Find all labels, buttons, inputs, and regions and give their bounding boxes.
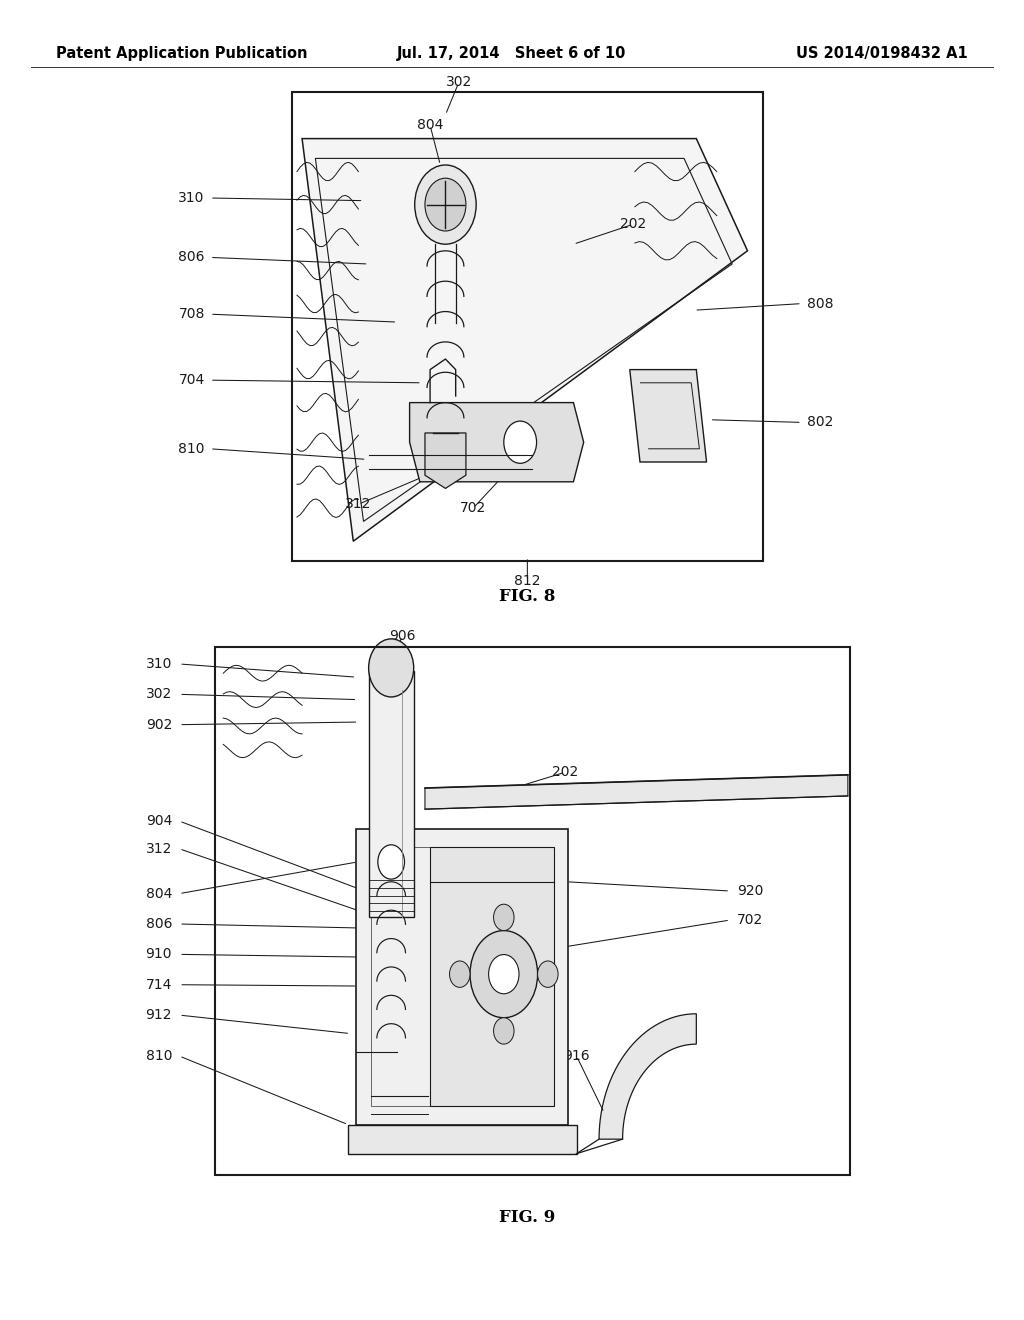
Circle shape: [425, 178, 466, 231]
Text: 804: 804: [145, 887, 172, 900]
Text: 202: 202: [552, 766, 579, 779]
Polygon shape: [410, 403, 584, 482]
Polygon shape: [356, 829, 568, 1125]
Polygon shape: [430, 847, 554, 1106]
Circle shape: [538, 961, 558, 987]
Text: 912: 912: [145, 1008, 172, 1022]
Text: Jul. 17, 2014   Sheet 6 of 10: Jul. 17, 2014 Sheet 6 of 10: [397, 46, 627, 61]
Text: 310: 310: [145, 657, 172, 671]
Text: 704: 704: [178, 374, 205, 387]
Text: 702: 702: [460, 502, 486, 515]
Text: 704: 704: [391, 1049, 418, 1063]
Circle shape: [488, 954, 519, 994]
Circle shape: [378, 845, 404, 879]
Circle shape: [494, 1018, 514, 1044]
Circle shape: [504, 421, 537, 463]
Text: 920: 920: [737, 884, 764, 898]
FancyBboxPatch shape: [369, 671, 414, 917]
Circle shape: [470, 931, 538, 1018]
Polygon shape: [425, 433, 466, 488]
Polygon shape: [302, 139, 748, 541]
Text: 302: 302: [445, 75, 472, 90]
Text: 302: 302: [145, 688, 172, 701]
Text: 916: 916: [563, 1049, 590, 1063]
Text: US 2014/0198432 A1: US 2014/0198432 A1: [796, 46, 968, 61]
Text: 202: 202: [620, 218, 646, 231]
Polygon shape: [599, 1014, 696, 1139]
Circle shape: [415, 165, 476, 244]
Text: 312: 312: [345, 498, 372, 511]
Text: 808: 808: [807, 297, 834, 310]
Text: 810: 810: [178, 442, 205, 455]
Circle shape: [450, 961, 470, 987]
Text: 812: 812: [514, 574, 541, 587]
Polygon shape: [425, 775, 848, 809]
Circle shape: [494, 904, 514, 931]
Text: 802: 802: [807, 416, 834, 429]
Polygon shape: [348, 1125, 577, 1154]
Text: 918: 918: [447, 1049, 474, 1063]
Text: Patent Application Publication: Patent Application Publication: [56, 46, 308, 61]
Circle shape: [369, 639, 414, 697]
Text: 310: 310: [178, 191, 205, 205]
Text: FIG. 8: FIG. 8: [499, 589, 556, 605]
Text: FIG. 9: FIG. 9: [500, 1209, 555, 1225]
Text: 902: 902: [145, 718, 172, 731]
Text: 806: 806: [145, 917, 172, 931]
Text: 804: 804: [417, 119, 443, 132]
Polygon shape: [630, 370, 707, 462]
Text: 904: 904: [145, 814, 172, 828]
Text: 708: 708: [178, 308, 205, 321]
Text: 914: 914: [506, 1049, 532, 1063]
Text: 906: 906: [389, 630, 416, 643]
Text: 714: 714: [145, 978, 172, 991]
Text: 910: 910: [145, 948, 172, 961]
Text: 312: 312: [145, 842, 172, 855]
Text: 806: 806: [178, 251, 205, 264]
Text: 810: 810: [145, 1049, 172, 1063]
Text: 702: 702: [737, 913, 764, 927]
